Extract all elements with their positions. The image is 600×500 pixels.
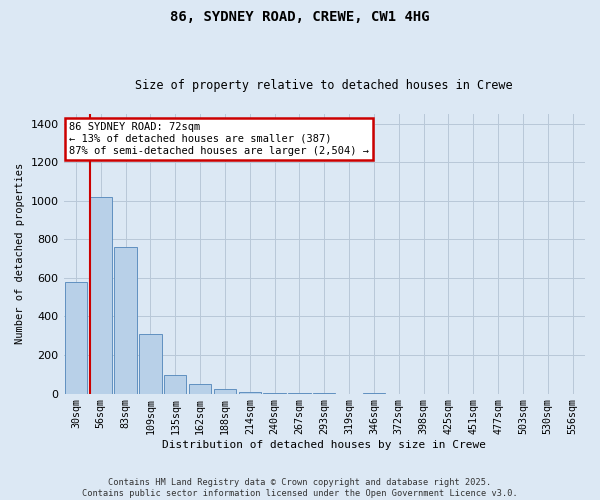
Y-axis label: Number of detached properties: Number of detached properties [15,163,25,344]
Title: Size of property relative to detached houses in Crewe: Size of property relative to detached ho… [136,79,513,92]
Bar [164,376,187,394]
Text: 86, SYDNEY ROAD, CREWE, CW1 4HG: 86, SYDNEY ROAD, CREWE, CW1 4HG [170,10,430,24]
Bar [139,334,161,394]
Bar [288,393,311,394]
Text: Contains HM Land Registry data © Crown copyright and database right 2025.
Contai: Contains HM Land Registry data © Crown c… [82,478,518,498]
Bar [65,282,87,394]
Bar [263,393,286,394]
Bar [189,384,211,394]
X-axis label: Distribution of detached houses by size in Crewe: Distribution of detached houses by size … [162,440,486,450]
Bar [115,247,137,394]
Bar [239,392,261,394]
Bar [89,197,112,394]
Bar [214,389,236,394]
Text: 86 SYDNEY ROAD: 72sqm
← 13% of detached houses are smaller (387)
87% of semi-det: 86 SYDNEY ROAD: 72sqm ← 13% of detached … [69,122,369,156]
